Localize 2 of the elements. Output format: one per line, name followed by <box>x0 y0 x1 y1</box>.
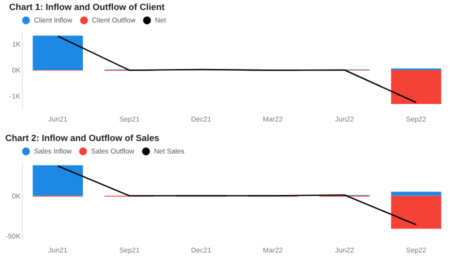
chart-title: Chart 1: Inflow and Outflow of Client <box>9 2 165 12</box>
chart-title: Chart 2: Inflow and Outflow of Sales <box>5 133 160 143</box>
